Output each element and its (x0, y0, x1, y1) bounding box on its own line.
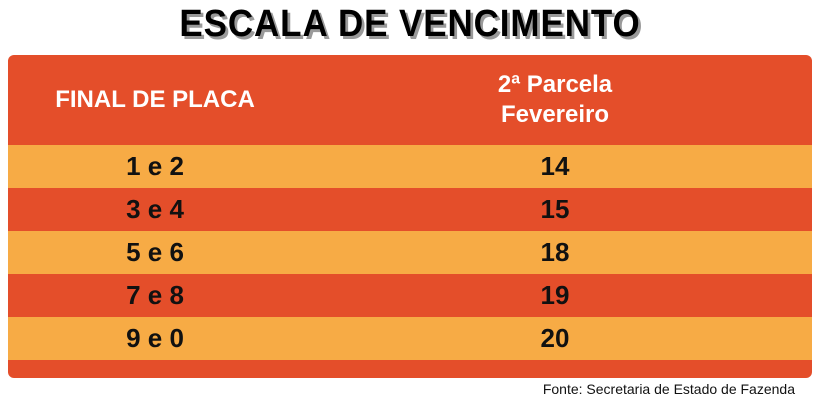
due-day: 15 (540, 194, 570, 224)
header-cell: FINAL DE PLACA (55, 86, 255, 113)
plate-ending: 3 e 4 (126, 194, 184, 224)
header-cell: 2ª Parcela Fevereiro (455, 55, 655, 145)
due-day: 14 (540, 151, 570, 181)
title: ESCALA DE VENCIMENTO (179, 3, 641, 45)
schedule-table: FINAL DE PLACA 2ª Parcela Fevereiro 1 e … (8, 55, 812, 378)
table-row: 9 e 0 20 (8, 317, 812, 360)
table-row: 5 e 6 18 (8, 231, 812, 274)
table-row: 7 e 8 19 (8, 274, 812, 317)
due-day: 20 (540, 323, 570, 353)
table-header: FINAL DE PLACA 2ª Parcela Fevereiro (8, 55, 812, 145)
table-row: 1 e 2 14 (8, 145, 812, 188)
plate-ending: 1 e 2 (126, 151, 184, 181)
plate-ending: 9 e 0 (126, 323, 184, 353)
due-day: 18 (540, 237, 570, 267)
due-day: 19 (540, 280, 570, 310)
plate-ending: 5 e 6 (126, 237, 184, 267)
header-line: 2ª Parcela (497, 71, 613, 98)
source-note: Fonte: Secretaria de Estado de Fazenda (542, 381, 795, 397)
header-line: Fevereiro (500, 101, 610, 128)
table-row: 3 e 4 15 (8, 188, 812, 231)
plate-ending: 7 e 8 (126, 280, 184, 310)
